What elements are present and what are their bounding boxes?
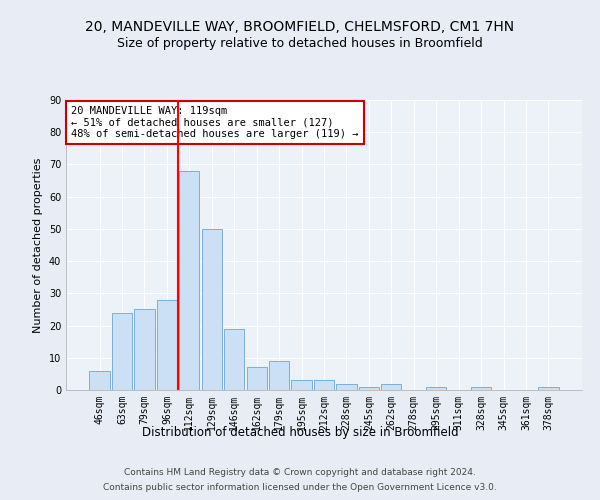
Bar [426,387,446,390]
Text: Size of property relative to detached houses in Broomfield: Size of property relative to detached ho… [117,38,483,51]
Bar [89,370,110,390]
Y-axis label: Number of detached properties: Number of detached properties [33,158,43,332]
Bar [269,361,289,390]
Bar [134,310,155,390]
Bar [224,329,244,390]
Bar [157,300,177,390]
Text: 20 MANDEVILLE WAY: 119sqm
← 51% of detached houses are smaller (127)
48% of semi: 20 MANDEVILLE WAY: 119sqm ← 51% of detac… [71,106,359,139]
Bar [179,171,199,390]
Text: Distribution of detached houses by size in Broomfield: Distribution of detached houses by size … [142,426,458,439]
Text: Contains HM Land Registry data © Crown copyright and database right 2024.: Contains HM Land Registry data © Crown c… [124,468,476,477]
Bar [359,387,379,390]
Bar [314,380,334,390]
Bar [112,312,132,390]
Bar [538,387,559,390]
Bar [202,229,222,390]
Bar [381,384,401,390]
Text: Contains public sector information licensed under the Open Government Licence v3: Contains public sector information licen… [103,483,497,492]
Bar [337,384,356,390]
Bar [247,368,267,390]
Bar [292,380,311,390]
Text: 20, MANDEVILLE WAY, BROOMFIELD, CHELMSFORD, CM1 7HN: 20, MANDEVILLE WAY, BROOMFIELD, CHELMSFO… [85,20,515,34]
Bar [471,387,491,390]
